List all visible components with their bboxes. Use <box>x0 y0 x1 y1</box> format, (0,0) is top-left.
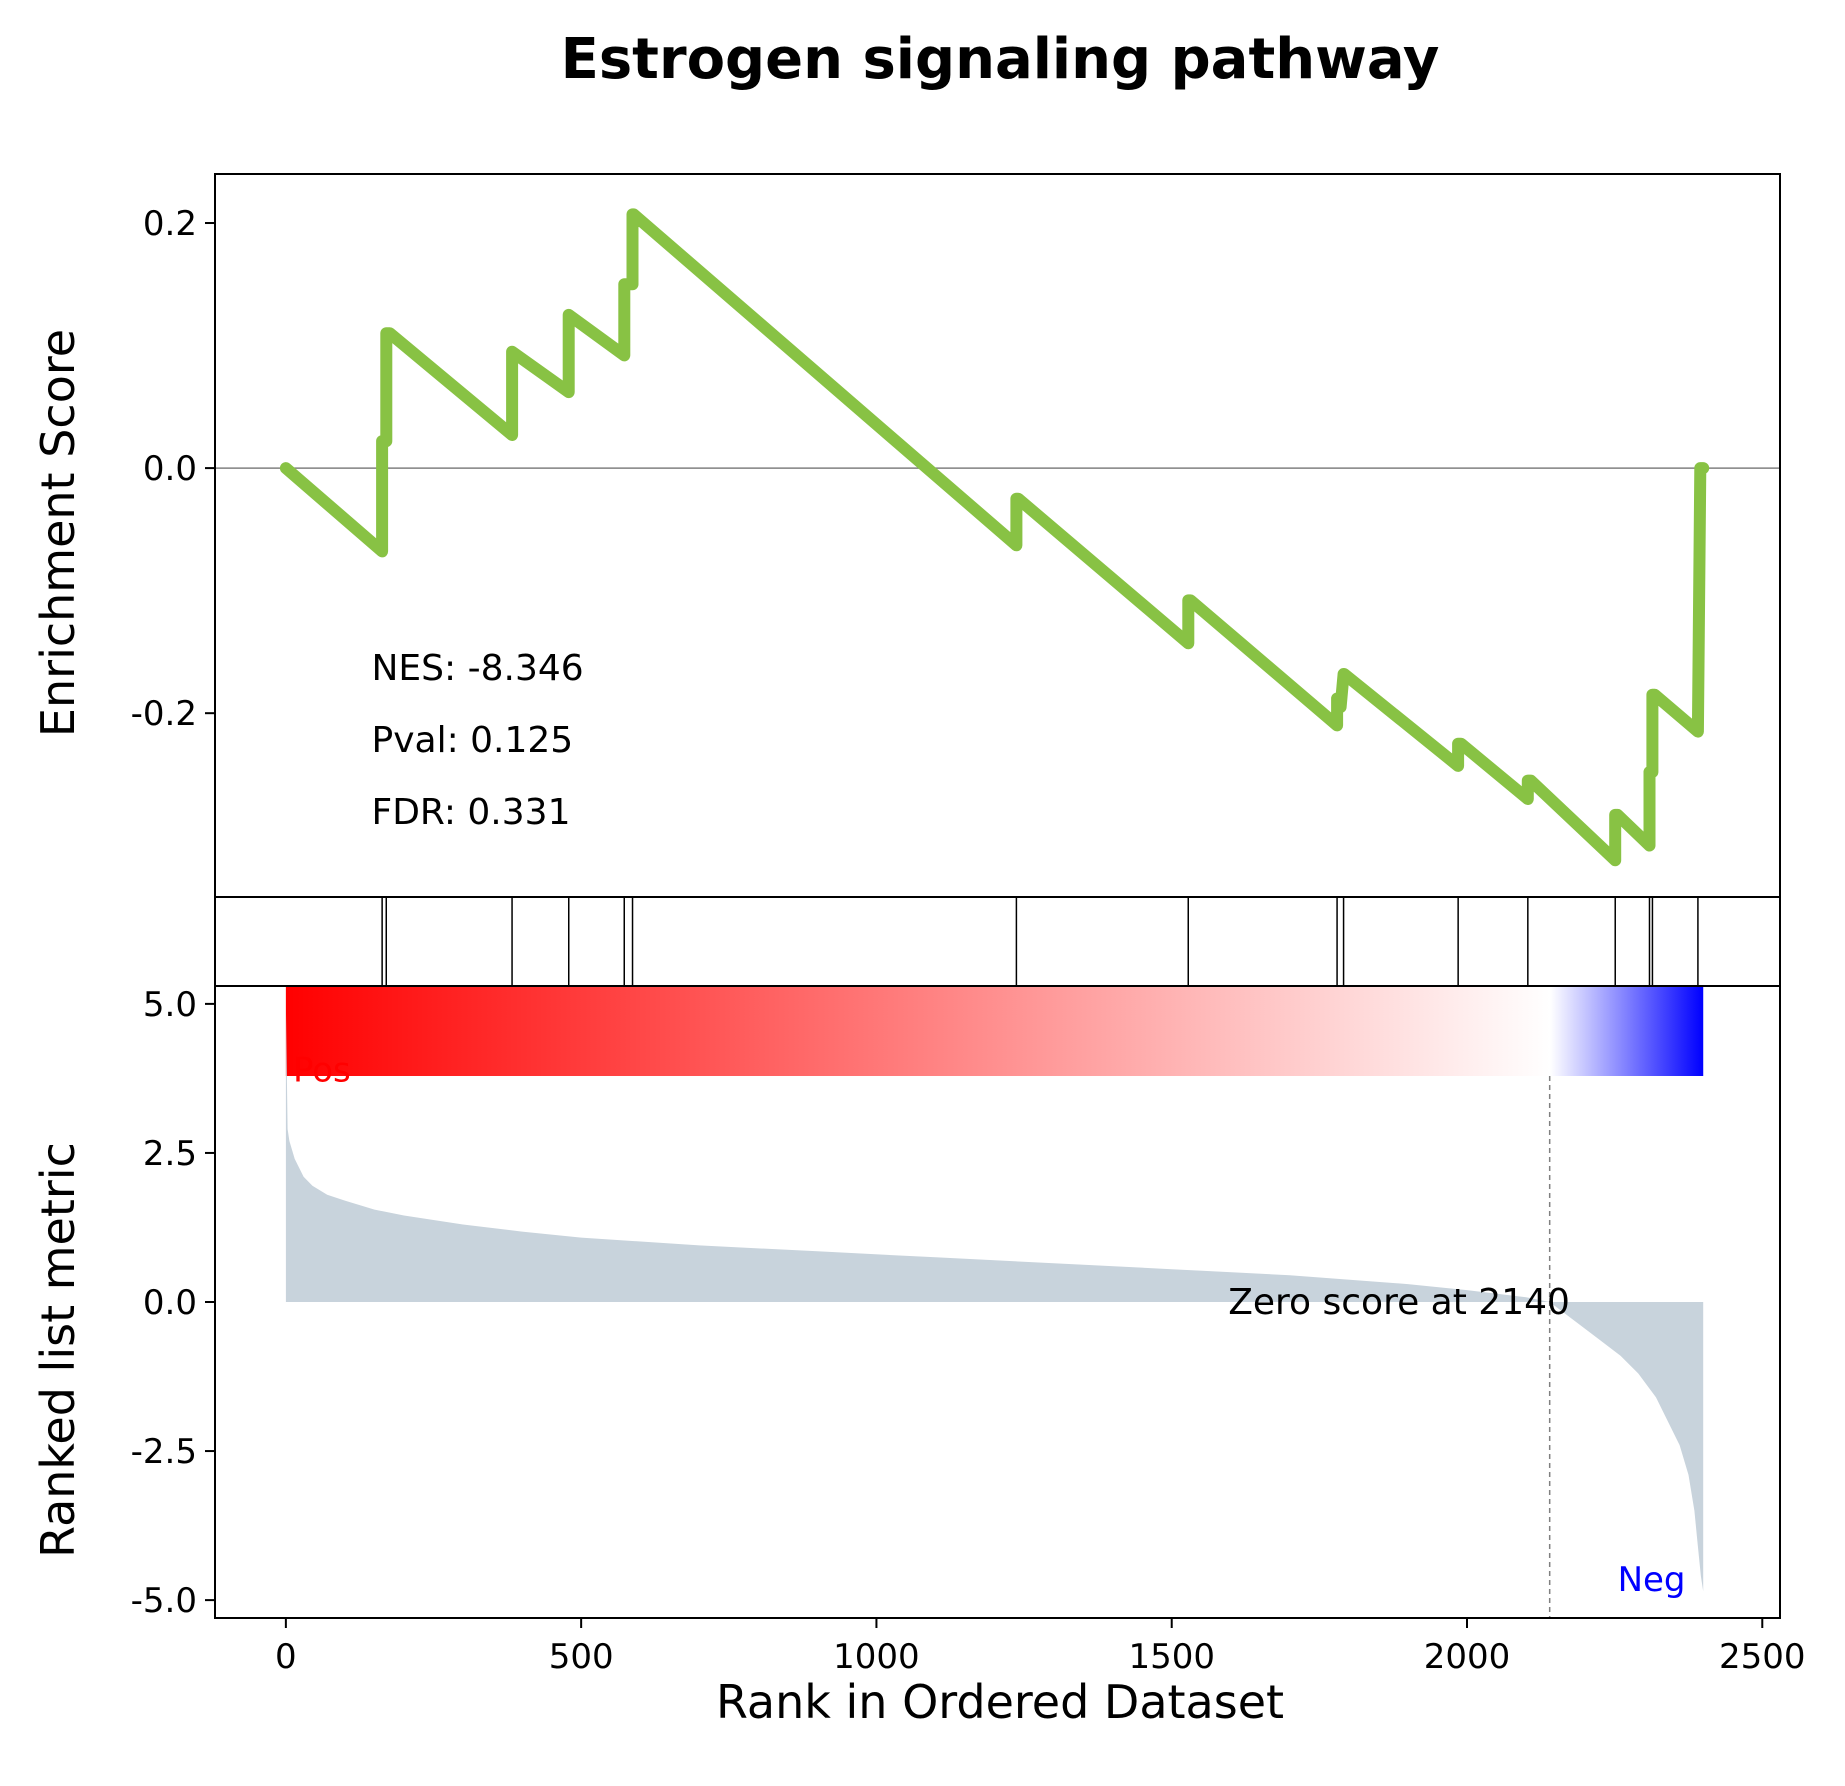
hit-panel-frame <box>214 896 1781 987</box>
metric-ytick-label: 0.0 <box>143 1283 197 1323</box>
ranked-metric-area <box>285 1006 1704 1592</box>
gene-hit-barcode-panel <box>214 896 1781 987</box>
xtick-label: 2000 <box>1424 1637 1511 1677</box>
pval-annotation: Pval: 0.125 <box>372 720 574 761</box>
enrichment-score-panel: 0.2 0.0 -0.2 NES: -8.346 Pval: 0.125 FDR: … <box>131 173 1781 898</box>
xtick-label: 2500 <box>1719 1637 1806 1677</box>
fdr-annotation: FDR: 0.331 <box>372 792 571 833</box>
metric-ytick-label: 5.0 <box>143 985 197 1025</box>
es-y-ticks: 0.2 0.0 -0.2 <box>131 204 215 734</box>
metric-y-axis-label: Ranked list metric <box>31 1142 85 1558</box>
es-ytick-label: 0.0 <box>143 449 197 489</box>
rank-color-bar <box>285 986 1704 1076</box>
metric-y-ticks: 5.0 2.5 0.0 -2.5 -5.0 <box>131 985 215 1621</box>
chart-title: Estrogen signaling pathway <box>561 27 1440 92</box>
metric-ytick-label: -5.0 <box>131 1581 197 1621</box>
metric-ytick-label: 2.5 <box>143 1134 197 1174</box>
xtick-label: 0 <box>275 1637 297 1677</box>
es-series-line <box>279 208 1710 867</box>
es-ytick-label: -0.2 <box>131 694 197 734</box>
xtick-label: 1500 <box>1128 1637 1215 1677</box>
zero-score-annotation: Zero score at 2140 <box>1228 1282 1570 1323</box>
x-ticks: 0 500 1000 1500 2000 2500 <box>275 1618 1806 1677</box>
ranked-metric-panel: Pos Neg Zero score at 2140 5.0 2.5 0.0 -2.5… <box>131 985 1806 1677</box>
xtick-label: 500 <box>549 1637 614 1677</box>
x-axis-label: Rank in Ordered Dataset <box>716 1675 1284 1729</box>
es-y-axis-label: Enrichment Score <box>31 329 85 737</box>
xtick-label: 1000 <box>833 1637 920 1677</box>
neg-label: Neg <box>1618 1560 1686 1600</box>
es-ytick-label: 0.2 <box>143 204 197 244</box>
nes-annotation: NES: -8.346 <box>372 648 584 689</box>
metric-panel-frame <box>214 985 1781 1619</box>
metric-ytick-label: -2.5 <box>131 1432 197 1472</box>
hit-lines <box>381 897 1699 986</box>
pos-label: Pos <box>293 1050 351 1090</box>
